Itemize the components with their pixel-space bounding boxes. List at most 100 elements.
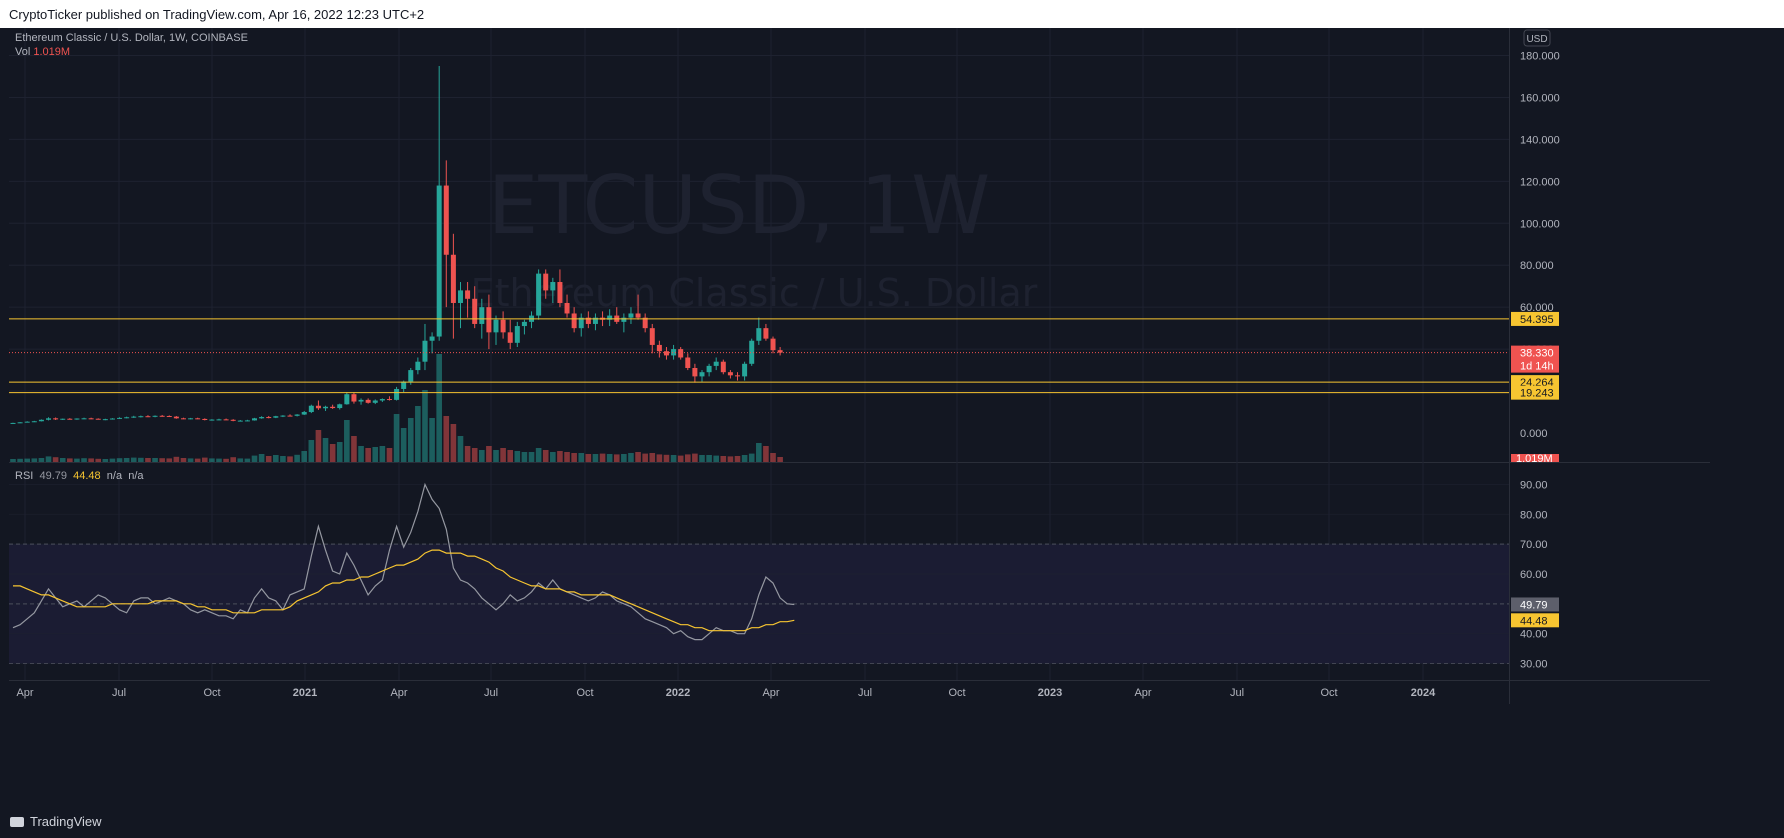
candle-body (663, 351, 669, 356)
volume-bar (493, 450, 499, 462)
candle-body (10, 422, 16, 424)
volume-bar (230, 457, 236, 462)
chart-area[interactable]: ETCUSD, 1W Ethereum Classic / U.S. Dollar… (9, 28, 1710, 804)
candle-body (465, 290, 471, 299)
candle-body (557, 282, 563, 303)
tradingview-logo[interactable]: TradingView (10, 814, 102, 829)
price-tick-label: 180.000 (1520, 51, 1560, 63)
candle-body (635, 313, 641, 318)
volume-bar (116, 458, 123, 462)
candle-body (479, 307, 485, 324)
candle-body (777, 350, 783, 353)
candle-body (443, 185, 449, 255)
last-price-label: 38.330 (1520, 348, 1554, 360)
volume-bar (216, 458, 222, 462)
volume-bar (152, 458, 158, 462)
time-tick-label: Apr (16, 687, 33, 699)
rsi-tick-label: 70.00 (1520, 539, 1548, 551)
candle-body (621, 317, 627, 322)
candle-body (180, 418, 186, 420)
volume-bar (777, 457, 783, 462)
rsi-legend: RSI 49.79 44.48 n/a n/a (15, 470, 144, 482)
candle-body (46, 418, 52, 420)
volume-bar (521, 452, 528, 462)
volume-bar (308, 440, 315, 462)
volume-bar (436, 354, 442, 462)
volume-bar (166, 458, 173, 462)
watermark-name: Ethereum Classic / U.S. Dollar (471, 271, 1038, 315)
watermark-symbol: ETCUSD, 1W (488, 159, 990, 252)
volume-bar (684, 454, 691, 462)
volume-bar (386, 448, 393, 462)
volume-bar (10, 459, 16, 462)
volume-bar (52, 457, 59, 462)
candle-body (756, 328, 762, 341)
candle-body (365, 399, 371, 403)
candle-body (124, 417, 130, 419)
volume-bar (628, 453, 634, 462)
volume-bar (692, 453, 698, 462)
candle-body (252, 418, 258, 421)
level-price-label: 19.243 (1520, 388, 1554, 400)
volume-bar (95, 458, 102, 462)
volume-bar (741, 455, 748, 462)
candle-body (88, 418, 94, 420)
volume-bar (358, 446, 364, 462)
candle-body (344, 394, 350, 405)
volume-bar (478, 450, 485, 462)
volume-bar (550, 452, 556, 462)
candle-body (671, 349, 677, 356)
rsi-tick-label: 90.00 (1520, 480, 1548, 492)
candle-body (564, 302, 570, 314)
volume-bar (130, 457, 137, 462)
candle-body (323, 406, 329, 409)
candle-body (60, 418, 66, 420)
candle-body (408, 370, 414, 382)
publish-info: CryptoTicker published on TradingView.co… (9, 7, 425, 22)
time-tick-label: Jul (858, 687, 872, 699)
volume-bar (621, 454, 627, 462)
volume-bar (486, 446, 492, 462)
volume-bar (336, 442, 343, 462)
candle-body (486, 307, 492, 333)
level-price-tag (1511, 385, 1559, 400)
footer: TradingView (0, 805, 1784, 838)
currency-label: USD (1526, 34, 1547, 45)
volume-bar (102, 459, 109, 462)
price-tick-label: 140.000 (1520, 134, 1560, 146)
volume-bar (344, 420, 350, 462)
time-tick-label: 2024 (1411, 687, 1436, 699)
candle-body (209, 419, 215, 421)
candle-body (578, 317, 584, 329)
volume-bar (209, 458, 215, 462)
candle-body (436, 185, 442, 337)
candle-body (685, 357, 691, 368)
time-tick-label: 2022 (666, 687, 690, 699)
rsi-na-1: n/a (106, 470, 123, 482)
rsi-value-tag (1511, 597, 1559, 612)
rsi-tick-label: 30.00 (1520, 659, 1548, 671)
candle-body (649, 328, 655, 345)
volume-bar (663, 454, 670, 462)
candle-body (493, 319, 499, 333)
volume-bar (429, 418, 435, 462)
candle-body (692, 367, 698, 377)
candle-body (244, 420, 250, 422)
candle-body (735, 375, 741, 377)
countdown-label: 1d 14h (1520, 361, 1554, 373)
volume-bar (329, 444, 336, 462)
volume-bar (606, 454, 613, 462)
candle-body (266, 417, 272, 419)
level-price-tag (1511, 311, 1559, 326)
rsi-label: RSI (15, 470, 34, 482)
candle-body (287, 415, 293, 417)
volume-bar (17, 458, 23, 462)
candle-body (53, 418, 59, 420)
chart-canvas[interactable]: ETCUSD, 1W Ethereum Classic / U.S. Dollar… (9, 28, 1710, 804)
candle-body (237, 420, 243, 422)
candle-body (67, 418, 73, 420)
volume-bar (280, 456, 286, 462)
volume-bar (592, 454, 599, 462)
candle-body (749, 340, 755, 364)
volume-bar (351, 436, 357, 462)
